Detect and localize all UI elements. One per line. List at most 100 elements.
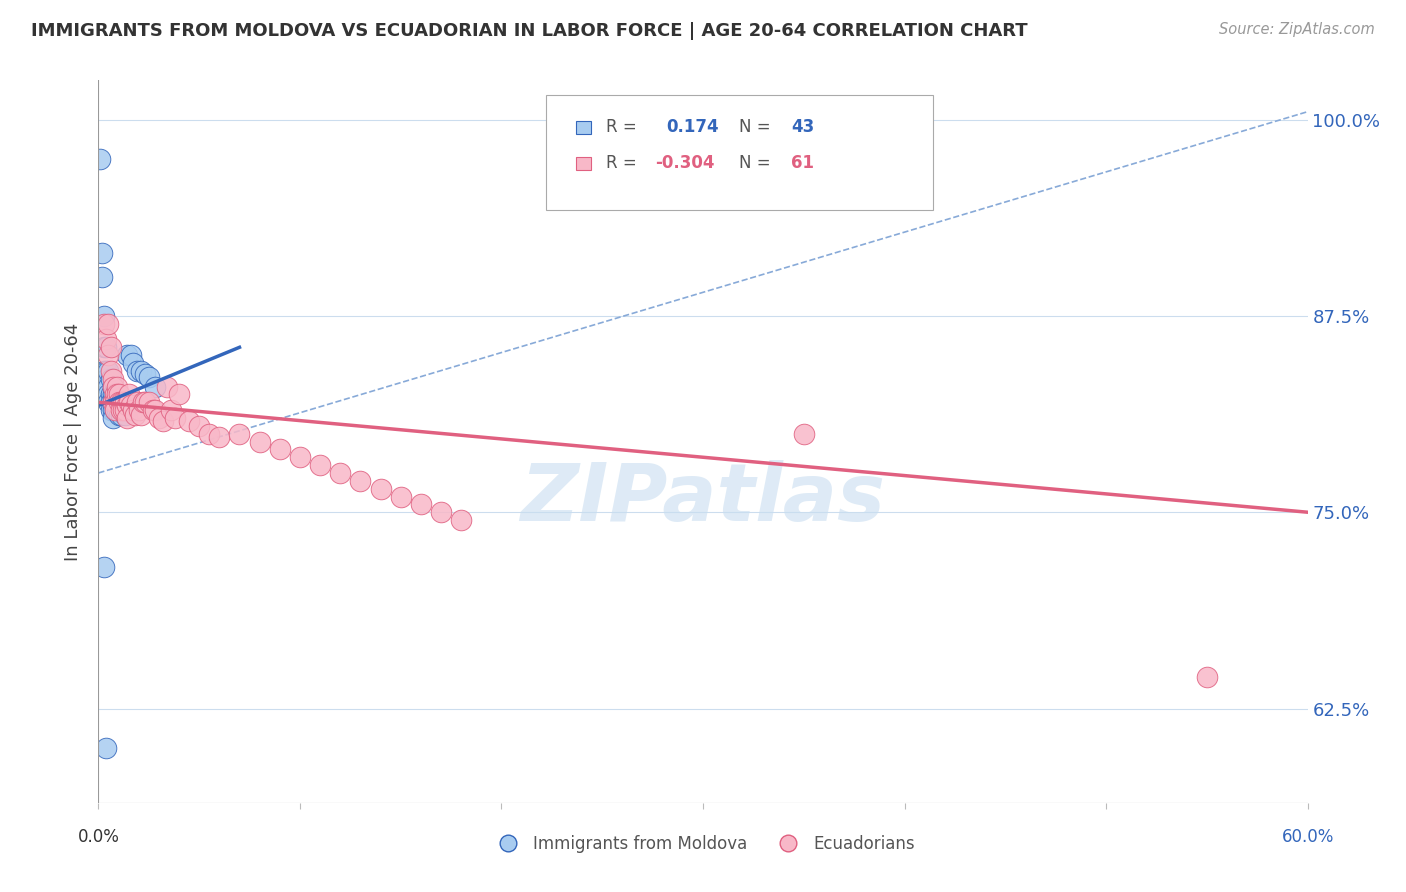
- Point: [163, 411, 186, 425]
- Point: [143, 379, 166, 393]
- Point: [93, 560, 115, 574]
- Point: [138, 370, 160, 384]
- Point: [93, 309, 115, 323]
- Point: [114, 395, 136, 409]
- Text: 0.0%: 0.0%: [77, 828, 120, 846]
- Point: [138, 395, 160, 409]
- Point: [110, 408, 132, 422]
- Point: [121, 403, 143, 417]
- Point: [132, 395, 155, 409]
- Point: [107, 395, 129, 409]
- Point: [118, 395, 141, 409]
- Text: R =: R =: [606, 119, 637, 136]
- Point: [110, 403, 132, 417]
- Point: [114, 408, 136, 422]
- Text: 43: 43: [792, 119, 814, 136]
- Y-axis label: In Labor Force | Age 20-64: In Labor Force | Age 20-64: [65, 322, 83, 561]
- Point: [288, 450, 311, 465]
- FancyBboxPatch shape: [576, 120, 592, 134]
- Point: [100, 395, 122, 409]
- Text: ZIPatlas: ZIPatlas: [520, 460, 886, 539]
- Point: [103, 403, 125, 417]
- Point: [96, 364, 118, 378]
- Point: [208, 430, 231, 444]
- Point: [167, 387, 190, 401]
- Point: [111, 395, 134, 409]
- Point: [96, 333, 118, 347]
- Point: [97, 387, 120, 401]
- Point: [97, 379, 120, 393]
- Point: [160, 403, 183, 417]
- Point: [97, 395, 120, 409]
- Point: [179, 414, 201, 428]
- Point: [111, 403, 134, 417]
- Point: [121, 356, 143, 370]
- Point: [100, 403, 122, 417]
- Point: [107, 387, 129, 401]
- Point: [120, 398, 142, 412]
- Point: [93, 364, 115, 378]
- Point: [115, 411, 138, 425]
- Point: [152, 414, 174, 428]
- Point: [430, 505, 453, 519]
- Point: [269, 442, 291, 457]
- Point: [100, 387, 122, 401]
- Point: [100, 372, 122, 386]
- Point: [103, 395, 125, 409]
- Text: R =: R =: [606, 154, 637, 172]
- Point: [103, 387, 125, 401]
- Point: [91, 246, 114, 260]
- Text: Source: ZipAtlas.com: Source: ZipAtlas.com: [1219, 22, 1375, 37]
- Text: 61: 61: [792, 154, 814, 172]
- Point: [101, 387, 124, 401]
- Point: [389, 490, 412, 504]
- Point: [329, 466, 352, 480]
- Point: [249, 434, 271, 449]
- Point: [148, 411, 170, 425]
- Point: [114, 403, 136, 417]
- Text: IMMIGRANTS FROM MOLDOVA VS ECUADORIAN IN LABOR FORCE | AGE 20-64 CORRELATION CHA: IMMIGRANTS FROM MOLDOVA VS ECUADORIAN IN…: [31, 22, 1028, 40]
- Point: [111, 403, 134, 417]
- Point: [93, 340, 115, 354]
- Point: [101, 379, 124, 393]
- Text: N =: N =: [740, 154, 770, 172]
- Point: [103, 403, 125, 417]
- Point: [105, 379, 128, 393]
- Legend: Immigrants from Moldova, Ecuadorians: Immigrants from Moldova, Ecuadorians: [484, 828, 922, 860]
- Point: [115, 348, 138, 362]
- Point: [105, 395, 128, 409]
- Point: [100, 340, 122, 354]
- Point: [107, 408, 129, 422]
- Point: [118, 387, 141, 401]
- Text: -0.304: -0.304: [655, 154, 714, 172]
- Point: [110, 395, 132, 409]
- Point: [134, 395, 156, 409]
- Point: [142, 403, 165, 417]
- Point: [101, 395, 124, 409]
- FancyBboxPatch shape: [546, 95, 932, 211]
- Point: [101, 403, 124, 417]
- Text: N =: N =: [740, 119, 770, 136]
- Point: [198, 426, 221, 441]
- Point: [129, 364, 152, 378]
- Point: [89, 152, 111, 166]
- Point: [105, 387, 128, 401]
- Point: [156, 379, 179, 393]
- Point: [125, 395, 148, 409]
- Point: [97, 317, 120, 331]
- Point: [793, 426, 815, 441]
- Point: [124, 408, 146, 422]
- Point: [105, 403, 128, 417]
- Point: [91, 269, 114, 284]
- Point: [125, 364, 148, 378]
- Point: [188, 418, 211, 433]
- Text: 60.0%: 60.0%: [1281, 828, 1334, 846]
- Point: [107, 398, 129, 412]
- Point: [450, 513, 472, 527]
- Point: [96, 372, 118, 386]
- Point: [103, 387, 125, 401]
- Text: 0.174: 0.174: [666, 119, 720, 136]
- Point: [101, 395, 124, 409]
- Point: [1195, 670, 1218, 684]
- Point: [134, 367, 156, 381]
